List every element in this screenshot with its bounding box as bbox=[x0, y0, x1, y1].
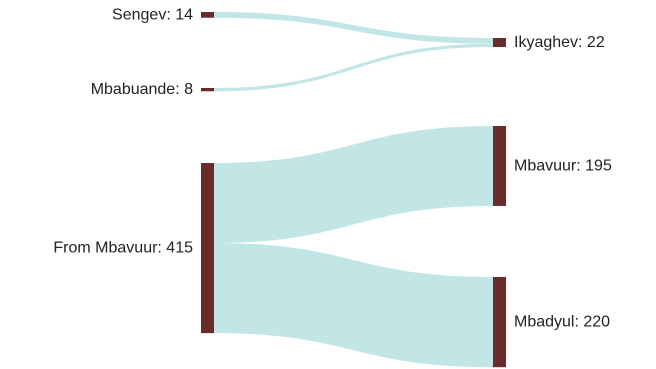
node-label-mbabuande: Mbabuande: 8 bbox=[91, 81, 193, 98]
labels-layer: Sengev: 14 Mbabuande: 8 From Mbavuur: 415 I… bbox=[53, 6, 612, 330]
link-from_mbavuur-to-mbadyul bbox=[214, 242, 493, 368]
link-mbabuande-to-ikyaghev bbox=[214, 43, 493, 92]
node-sengev bbox=[201, 12, 214, 18]
node-label-ikyaghev: Ikyaghev: 22 bbox=[514, 34, 605, 51]
link-from_mbavuur-to-mbavuur bbox=[214, 126, 493, 243]
node-label-mbavuur: Mbavuur: 195 bbox=[514, 157, 612, 174]
link-sengev-to-ikyaghev bbox=[214, 12, 493, 44]
node-mbavuur bbox=[493, 126, 506, 206]
node-label-from_mbavuur: From Mbavuur: 415 bbox=[53, 240, 193, 257]
node-from_mbavuur bbox=[201, 163, 214, 334]
node-label-mbadyul: Mbadyul: 220 bbox=[514, 314, 610, 331]
nodes-layer bbox=[201, 12, 506, 368]
node-mbabuande bbox=[201, 88, 214, 92]
node-mbadyul bbox=[493, 277, 506, 368]
node-ikyaghev bbox=[493, 38, 506, 48]
links-layer bbox=[214, 12, 493, 368]
node-label-sengev: Sengev: 14 bbox=[112, 6, 193, 23]
